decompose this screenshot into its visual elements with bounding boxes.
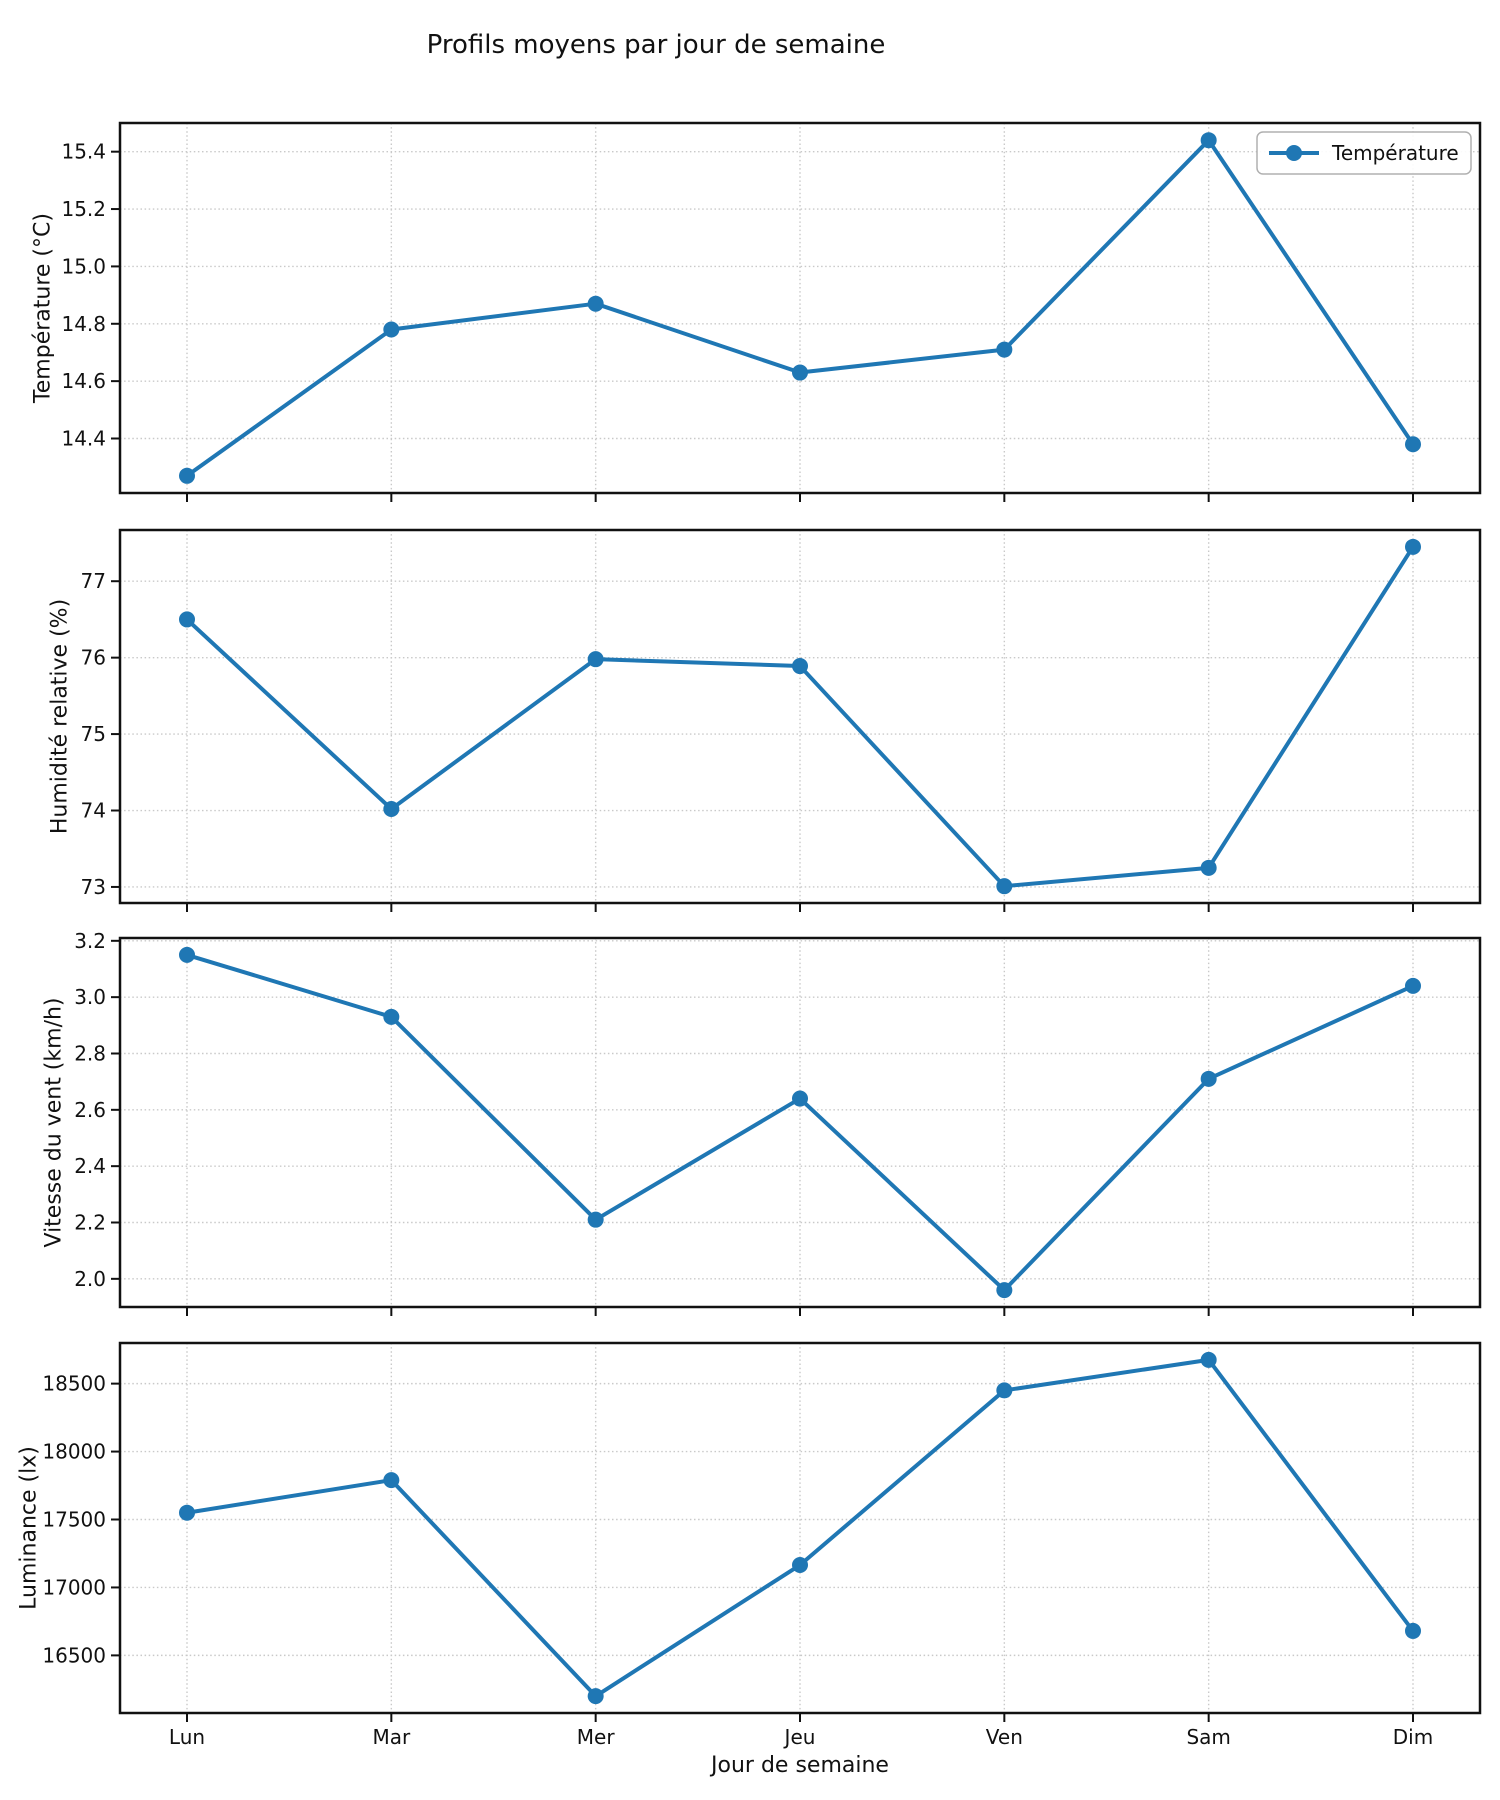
- data-point-marker: [179, 946, 195, 963]
- y-tick-label: 14.4: [61, 427, 106, 451]
- y-tick-label: 15.4: [61, 140, 106, 164]
- data-point-marker: [587, 1688, 604, 1705]
- y-tick-label: 14.6: [61, 369, 106, 393]
- data-point-marker: [792, 658, 808, 675]
- y-tick-label: 2.0: [74, 1267, 106, 1291]
- data-point-marker: [587, 651, 604, 668]
- y-tick-label: 2.2: [74, 1210, 106, 1234]
- y-tick-label: 74: [81, 799, 106, 823]
- data-point-marker: [996, 341, 1013, 358]
- y-tick-label: 77: [81, 569, 106, 593]
- y-tick-label: 17000: [42, 1575, 106, 1599]
- legend-box: [1256, 131, 1472, 175]
- y-tick-label: 76: [81, 646, 106, 670]
- plot-border: [118, 528, 1482, 905]
- data-point-marker: [1405, 436, 1421, 453]
- data-point-marker: [179, 611, 195, 628]
- data-point-marker: [587, 1211, 604, 1228]
- data-point-marker: [996, 1282, 1013, 1299]
- x-axis-label: Jour de semaine: [711, 1753, 889, 1778]
- y-tick-label: 18500: [42, 1372, 106, 1396]
- legend: Température: [1256, 131, 1472, 175]
- y-tick-label: 17500: [42, 1508, 106, 1532]
- data-point-marker: [1405, 538, 1421, 555]
- x-tick-label: Dim: [1393, 1725, 1433, 1749]
- y-tick-label: 18000: [42, 1440, 106, 1464]
- data-point-marker: [792, 1557, 808, 1574]
- subplot-temperature: 14.4 14.6 14.8 15.0 15.2 15.4 Température (°C)…: [31, 121, 1482, 502]
- y-tick-label: 75: [81, 722, 106, 746]
- data-point-marker: [383, 1008, 400, 1025]
- data-point-marker: [383, 1472, 400, 1489]
- x-tick-label: Jeu: [783, 1725, 816, 1749]
- subplot-luminance: 16500 17000 17500 18000 18500 Luminance (lx) L…: [17, 1341, 1482, 1749]
- legend-marker-sample: [1286, 145, 1302, 161]
- y-tick-label: 2.4: [74, 1154, 106, 1178]
- y-tick-label: 73: [81, 875, 106, 899]
- data-point-marker: [792, 1090, 808, 1107]
- y-tick-label: 2.6: [74, 1098, 106, 1122]
- data-point-marker: [1200, 132, 1217, 149]
- y-tick-label: 15.2: [61, 197, 106, 221]
- data-point-marker: [996, 878, 1013, 895]
- y-tick-label: 2.8: [74, 1041, 106, 1065]
- data-point-marker: [383, 321, 400, 338]
- y-axis-title-humidity: Humidité relative (%): [48, 599, 73, 834]
- data-point-marker: [996, 1382, 1013, 1399]
- data-point-marker: [792, 364, 808, 381]
- data-point-marker: [1405, 977, 1421, 994]
- y-axis-title-luminance: Luminance (lx): [17, 1446, 42, 1610]
- y-tick-label: 3.0: [74, 985, 106, 1009]
- data-point-marker: [383, 800, 400, 817]
- y-axis-title-temperature: Température (°C): [31, 213, 56, 404]
- plot-border: [118, 121, 1482, 495]
- y-tick-label: 16500: [42, 1643, 106, 1667]
- y-axis-title-wind-speed: Vitesse du vent (km/h): [42, 997, 67, 1247]
- data-point-marker: [1200, 859, 1217, 876]
- x-tick-label: Mer: [577, 1725, 616, 1749]
- subplot-humidity: 73 74 75 76 77 Humidité relative (%): [48, 528, 1482, 912]
- x-tick-label: Sam: [1186, 1725, 1230, 1749]
- subplot-wind-speed: 2.0 2.2 2.4 2.6 2.8 3.0 3.2 Vitesse du vent (km…: [42, 929, 1482, 1316]
- y-tick-label: 14.8: [61, 312, 106, 336]
- data-point-marker: [1200, 1351, 1217, 1368]
- y-tick-label: 15.0: [61, 254, 106, 278]
- series-line-humidity: [185, 544, 1415, 889]
- legend-label: Température: [1331, 141, 1459, 165]
- x-tick-label: Ven: [986, 1725, 1023, 1749]
- data-point-marker: [1200, 1070, 1217, 1087]
- data-point-marker: [1405, 1622, 1421, 1639]
- plot-border: [118, 936, 1482, 1309]
- figure-title: Profils moyens par jour de semaine: [426, 30, 886, 60]
- y-tick-label: 3.2: [74, 929, 106, 953]
- data-point-marker: [179, 467, 195, 484]
- data-point-marker: [587, 295, 604, 312]
- x-tick-label: Mar: [372, 1725, 411, 1749]
- x-tick-label: Lun: [169, 1725, 205, 1749]
- data-point-marker: [179, 1504, 195, 1521]
- plot-border: [118, 1341, 1482, 1715]
